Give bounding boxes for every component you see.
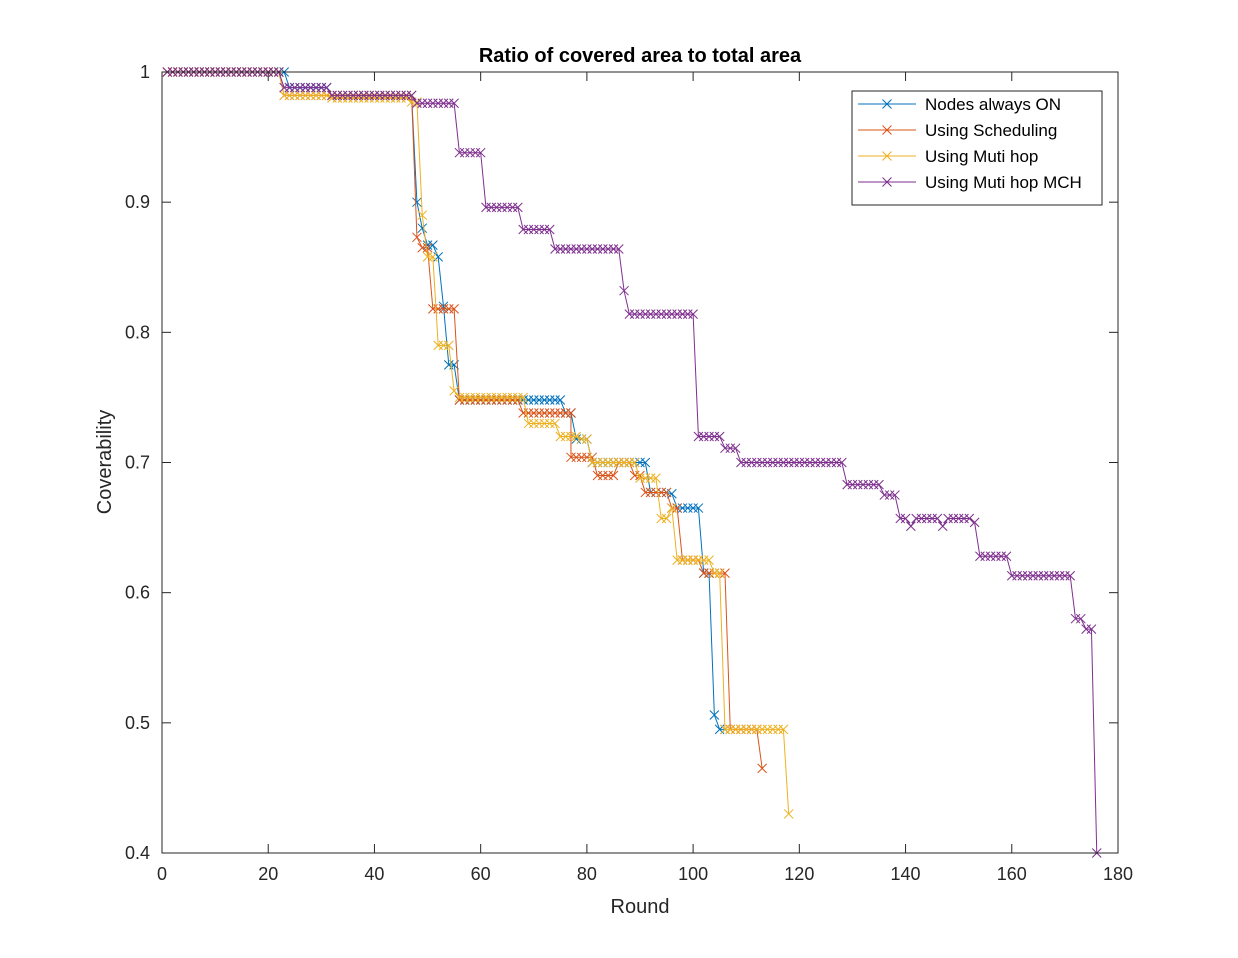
- data-point: [321, 82, 332, 93]
- series-line: [167, 71, 790, 814]
- data-point: [661, 513, 672, 524]
- data-point: [890, 490, 900, 500]
- legend-box: [851, 90, 1103, 206]
- data-point: [608, 470, 619, 481]
- data-point: [714, 568, 725, 578]
- data-point: [571, 431, 582, 442]
- data-point: [555, 395, 566, 405]
- data-point: [619, 285, 629, 296]
- data-point: [449, 386, 459, 396]
- data-point: [1075, 613, 1086, 624]
- legend-item: Using Scheduling: [858, 121, 1057, 140]
- legend-marker: [882, 99, 892, 109]
- legend-item: Using Muti hop MCH: [858, 173, 1082, 192]
- legend-marker: [882, 125, 892, 135]
- data-point: [422, 242, 433, 253]
- legend-marker: [882, 151, 892, 161]
- x-tick-label: 140: [891, 864, 921, 884]
- series-2: [162, 67, 768, 774]
- x-tick-label: 100: [678, 864, 708, 884]
- data-point: [1001, 551, 1012, 562]
- data-point: [836, 457, 847, 468]
- series-4: [162, 67, 1102, 858]
- data-point: [518, 392, 529, 403]
- data-point: [937, 521, 948, 532]
- data-point: [667, 503, 677, 513]
- data-point: [406, 90, 417, 101]
- x-tick-label: 60: [471, 864, 491, 884]
- series-3: [162, 67, 794, 819]
- data-point: [417, 210, 428, 221]
- data-point: [714, 431, 725, 442]
- y-tick-label: 0.4: [125, 843, 150, 863]
- legend-label: Using Scheduling: [925, 121, 1057, 140]
- data-point: [449, 304, 459, 314]
- data-point: [1086, 624, 1097, 634]
- data-point: [417, 223, 428, 234]
- data-point: [550, 418, 560, 429]
- data-point: [778, 724, 789, 735]
- x-tick-label: 120: [784, 864, 814, 884]
- x-tick-label: 0: [157, 864, 167, 884]
- data-point: [730, 443, 741, 454]
- axes: 0 20 40 60 80 100 120 140 160 180 0.4 0.5 0.6 0.7 0.8 0…: [125, 62, 1133, 884]
- data-point: [932, 513, 943, 524]
- data-point: [544, 224, 555, 235]
- chart-title: Ratio of covered area to total area: [479, 45, 802, 67]
- data-point: [688, 309, 698, 319]
- legend-marker: [882, 177, 892, 187]
- data-point: [629, 457, 640, 468]
- x-tick-label: 180: [1103, 864, 1133, 884]
- series-line: [167, 71, 763, 769]
- x-tick-label: 80: [577, 864, 597, 884]
- x-tick-label: 160: [997, 864, 1027, 884]
- data-point: [704, 555, 714, 565]
- y-tick-label: 0.7: [125, 453, 150, 473]
- data-point: [651, 473, 661, 483]
- data-point: [412, 197, 422, 208]
- data-point: [757, 763, 768, 774]
- data-point: [412, 232, 422, 243]
- legend-item: Using Muti hop: [858, 147, 1038, 166]
- data-point: [969, 517, 980, 528]
- y-tick-label: 0.6: [125, 583, 150, 603]
- x-tick-label: 20: [258, 864, 278, 884]
- legend-label: Using Muti hop: [925, 147, 1038, 166]
- legend-label: Using Muti hop MCH: [925, 173, 1082, 192]
- y-axis-label: Coverability: [94, 410, 116, 514]
- y-tick-label: 1: [140, 62, 150, 82]
- data-point: [428, 240, 438, 250]
- data-point: [613, 244, 624, 254]
- data-point: [640, 457, 651, 468]
- data-point: [512, 202, 523, 213]
- data-point: [443, 340, 454, 351]
- data-point: [900, 513, 911, 524]
- data-point: [661, 487, 672, 498]
- y-tick-label: 0.8: [125, 322, 150, 342]
- x-tick-label: 40: [364, 864, 384, 884]
- data-point: [475, 147, 486, 158]
- series-1: [162, 67, 730, 735]
- data-point: [428, 251, 438, 262]
- data-point: [964, 513, 975, 524]
- data-point: [693, 503, 704, 513]
- y-tick-label: 0.9: [125, 192, 150, 212]
- data-point: [566, 408, 576, 418]
- y-tick-label: 0.5: [125, 713, 150, 733]
- legend: Nodes always ON Using Scheduling Using Mut…: [851, 90, 1103, 206]
- data-point: [709, 710, 720, 720]
- data-point: [449, 98, 459, 109]
- series-line: [167, 71, 725, 730]
- data-point: [582, 434, 592, 444]
- data-point: [874, 479, 884, 490]
- legend-label: Nodes always ON: [925, 95, 1061, 114]
- data-point: [906, 521, 916, 532]
- x-axis-label: Round: [611, 896, 670, 918]
- legend-item: Nodes always ON: [858, 95, 1061, 114]
- data-point: [783, 809, 794, 819]
- data-point: [1065, 570, 1076, 581]
